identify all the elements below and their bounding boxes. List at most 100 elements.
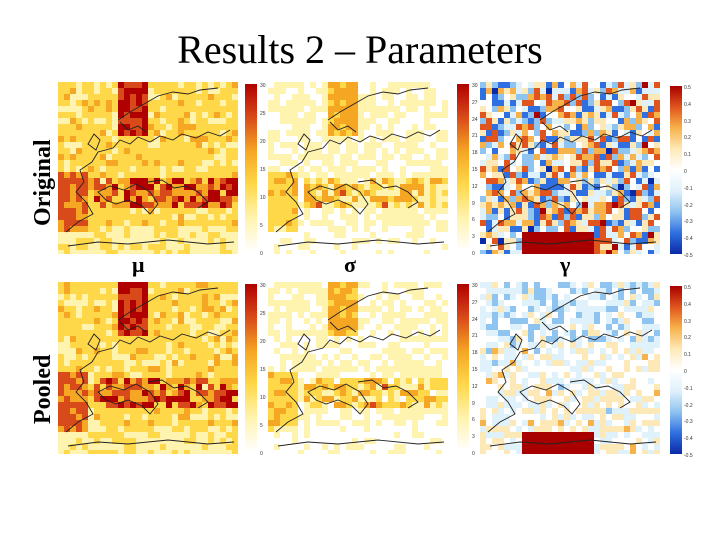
coastline — [487, 129, 653, 233]
colorbar-ticks-mu-original: 30 25 20 15 10 5 0 — [260, 82, 282, 257]
colorbar-tick-label: -0.2 — [684, 202, 693, 209]
coastline — [117, 87, 219, 121]
coastline — [357, 379, 419, 409]
colorbar-tick-label: 12 — [472, 183, 478, 190]
colorbar-tick-label: 6 — [472, 417, 475, 424]
colorbar-tick-label: 0.5 — [684, 285, 691, 291]
colorbar-tick-label: 5 — [260, 223, 263, 229]
colorbar-tick-label: 10 — [260, 395, 266, 401]
colorbar-tick-label: 0.4 — [684, 101, 691, 108]
colorbar-tick-label: 27 — [472, 99, 478, 106]
param-label-gamma: γ — [560, 252, 571, 277]
colorbar-tick-label: 5 — [260, 423, 263, 429]
heatmap-surface — [58, 82, 238, 254]
coastline — [297, 133, 311, 151]
coastline — [569, 179, 631, 209]
colorbar-tick-label: 24 — [472, 316, 478, 323]
colorbar-tick-label: 0 — [472, 451, 475, 457]
coastline — [119, 121, 147, 133]
colorbar-tick-label: 0.1 — [684, 352, 691, 359]
colorbar-tick-label: 0.2 — [684, 335, 691, 342]
coastline — [539, 287, 641, 321]
colorbar-tick-label: 0 — [260, 451, 263, 457]
map-original-gamma — [480, 82, 660, 254]
coastline — [489, 439, 657, 447]
colorbar-tick-label: 0.3 — [684, 118, 691, 125]
colorbar-tick-label: 30 — [472, 283, 478, 289]
colorbar-tick-label: 0 — [684, 369, 687, 375]
colorbar-ticks-sigma-pooled: 30 27 24 21 18 15 12 9 6 3 0 — [472, 282, 494, 457]
coastline — [509, 333, 523, 351]
map-original-mu — [58, 82, 238, 254]
colorbar-tick-label: 18 — [472, 350, 478, 357]
colorbar-tick-label: 9 — [472, 400, 475, 407]
colorbar-tick-label: 15 — [472, 367, 478, 373]
coastline — [67, 239, 235, 247]
colorbar-tick-label: 21 — [472, 333, 478, 340]
colorbar-mu-original — [245, 84, 257, 252]
colorbar-tick-label: 0.1 — [684, 152, 691, 159]
colorbar-tick-label: -0.4 — [684, 236, 693, 243]
coastline — [489, 239, 657, 247]
heatmap-surface — [58, 282, 238, 454]
colorbar-tick-label: -0.3 — [684, 219, 693, 226]
slide-title: Results 2 – Parameters — [177, 27, 543, 72]
colorbar-tick-label: -0.1 — [684, 185, 693, 192]
colorbar-tick-label: 30 — [260, 83, 266, 89]
colorbar-mu-pooled — [245, 284, 257, 452]
coastline — [307, 183, 369, 215]
colorbar-tick-label: 27 — [472, 299, 478, 306]
coastline — [87, 333, 101, 351]
coastline — [277, 439, 445, 447]
colorbar-tick-label: 21 — [472, 133, 478, 140]
coastline — [509, 133, 523, 151]
param-label-mu: μ — [132, 252, 145, 277]
colorbar-tick-label: -0.3 — [684, 419, 693, 426]
heatmap-surface — [268, 82, 448, 254]
map-pooled-mu — [58, 282, 238, 454]
colorbar-ticks-gamma-pooled: 0.5 0.4 0.3 0.2 0.1 0 -0.1 -0.2 -0.3 -0.4 -0.5 — [684, 284, 706, 459]
coastline — [329, 121, 357, 133]
coastline — [67, 439, 235, 447]
coastline — [147, 179, 209, 209]
coastline — [541, 321, 569, 333]
colorbar-sigma-pooled — [457, 284, 469, 452]
coastline — [327, 287, 429, 321]
param-label-sigma: σ — [344, 252, 356, 277]
coastline — [119, 321, 147, 333]
colorbar-tick-label: 0 — [684, 169, 687, 175]
coastline — [65, 329, 231, 433]
coastline — [65, 129, 231, 233]
row-label-original: Original — [30, 139, 56, 226]
coastline — [329, 321, 357, 333]
colorbar-tick-label: 3 — [472, 234, 475, 241]
coastline — [297, 333, 311, 351]
colorbar-tick-label: 15 — [472, 167, 478, 173]
map-pooled-gamma — [480, 282, 660, 454]
colorbar-tick-label: -0.5 — [684, 253, 693, 259]
coastline — [307, 383, 369, 415]
colorbar-sigma-original — [457, 84, 469, 252]
coastline — [541, 121, 569, 133]
colorbar-tick-label: 18 — [472, 150, 478, 157]
coastline — [327, 87, 429, 121]
colorbar-tick-label: 6 — [472, 217, 475, 224]
map-pooled-sigma — [268, 282, 448, 454]
colorbar-tick-label: 0 — [472, 251, 475, 257]
colorbar-tick-label: 25 — [260, 311, 266, 317]
colorbar-tick-label: 20 — [260, 339, 266, 345]
coastline — [87, 133, 101, 151]
colorbar-tick-label: 0.3 — [684, 318, 691, 325]
heatmap-surface — [480, 282, 660, 454]
colorbar-tick-label: 20 — [260, 139, 266, 145]
coastline — [357, 179, 419, 209]
colorbar-tick-label: -0.5 — [684, 453, 693, 459]
coastline — [275, 329, 441, 433]
coastline — [519, 183, 581, 215]
colorbar-tick-label: 30 — [260, 283, 266, 289]
colorbar-gamma-original — [670, 86, 682, 254]
colorbar-ticks-sigma-original: 30 27 24 21 18 15 12 9 6 3 0 — [472, 82, 494, 257]
coastline — [487, 329, 653, 433]
colorbar-ticks-gamma-original: 0.5 0.4 0.3 0.2 0.1 0 -0.1 -0.2 -0.3 -0.4 -0.5 — [684, 84, 706, 259]
coastline — [97, 383, 159, 415]
